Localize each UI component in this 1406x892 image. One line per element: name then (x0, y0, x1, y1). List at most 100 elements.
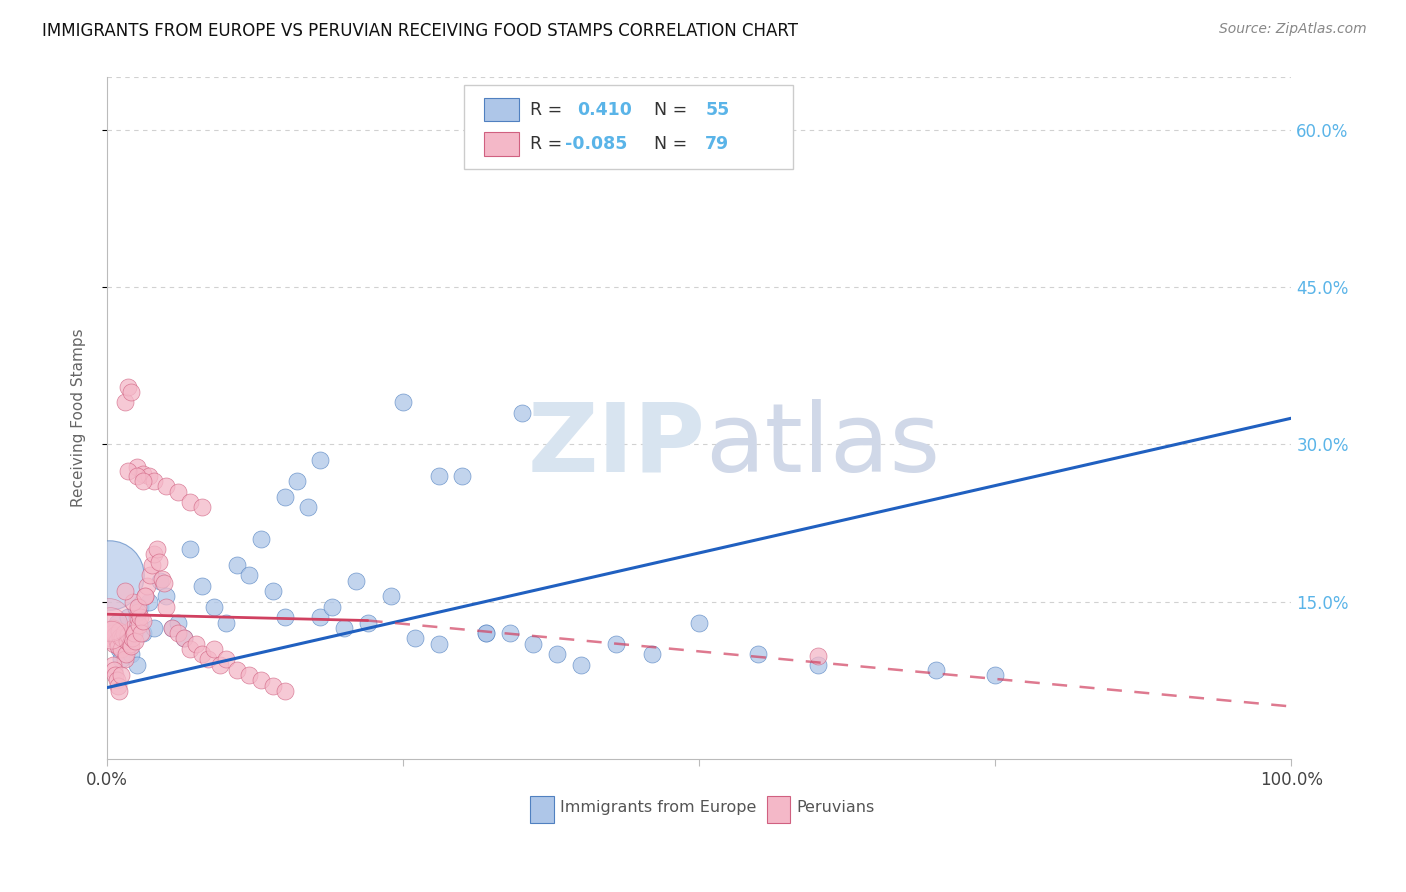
Point (155, 599, 177, 614)
Point (451, 468, 474, 483)
Point (104, 628, 127, 642)
Point (129, 599, 152, 614)
Point (297, 500, 319, 515)
Point (125, 610, 148, 624)
Point (117, 628, 139, 642)
Text: N =: N = (654, 101, 688, 119)
Point (131, 614, 153, 628)
Point (149, 574, 172, 588)
Point (309, 453, 332, 467)
Point (117, 380, 139, 394)
Point (173, 632, 195, 646)
Point (108, 683, 131, 698)
Point (100, 617, 122, 632)
Point (309, 610, 332, 624)
Point (404, 632, 426, 646)
Point (138, 468, 160, 483)
Text: R =: R = (530, 101, 562, 119)
Point (807, 649, 830, 664)
Point (191, 647, 214, 661)
FancyBboxPatch shape (484, 132, 519, 156)
Point (475, 626, 498, 640)
Text: IMMIGRANTS FROM EUROPE VS PERUVIAN RECEIVING FOOD STAMPS CORRELATION CHART: IMMIGRANTS FROM EUROPE VS PERUVIAN RECEI… (42, 22, 799, 40)
Point (807, 657, 830, 672)
Point (105, 673, 128, 688)
Point (101, 626, 124, 640)
Point (274, 610, 297, 624)
Point (285, 474, 308, 488)
Point (202, 641, 225, 656)
Point (124, 626, 146, 640)
Point (226, 558, 249, 572)
Point (108, 630, 131, 644)
Text: ZIP: ZIP (527, 399, 706, 491)
FancyBboxPatch shape (464, 85, 793, 169)
Point (238, 568, 260, 582)
Point (115, 634, 138, 648)
Point (148, 555, 170, 569)
Point (129, 610, 152, 624)
Point (688, 615, 710, 630)
Text: Peruvians: Peruvians (796, 800, 875, 815)
Point (101, 657, 124, 672)
Point (641, 647, 664, 661)
Point (125, 657, 148, 672)
Point (427, 637, 450, 651)
Point (179, 641, 201, 656)
FancyBboxPatch shape (530, 796, 554, 823)
Point (499, 626, 522, 640)
Point (197, 652, 219, 666)
Point (114, 584, 136, 599)
Point (114, 637, 136, 651)
Point (202, 599, 225, 614)
Point (184, 637, 207, 651)
Point (104, 668, 127, 682)
Point (103, 663, 125, 677)
Point (117, 464, 139, 478)
Point (605, 637, 627, 651)
Point (117, 610, 139, 624)
Point (427, 468, 450, 483)
Point (167, 615, 190, 630)
Point (98, 568, 121, 582)
Point (121, 632, 143, 646)
Point (127, 599, 149, 614)
Point (105, 615, 128, 630)
Point (134, 590, 156, 604)
Point (100, 632, 122, 646)
Point (131, 626, 153, 640)
Point (167, 626, 190, 640)
Point (108, 624, 131, 638)
Point (120, 384, 142, 399)
Point (107, 679, 129, 693)
Point (122, 621, 145, 635)
Point (153, 575, 176, 590)
Point (143, 474, 166, 488)
Text: -0.085: -0.085 (565, 135, 628, 153)
Point (344, 574, 367, 588)
Point (122, 594, 145, 608)
Point (146, 542, 169, 557)
FancyBboxPatch shape (766, 796, 790, 823)
Point (208, 657, 231, 672)
Point (333, 621, 356, 635)
Point (546, 647, 568, 661)
Point (98, 612, 121, 626)
Point (274, 490, 297, 504)
Point (155, 590, 177, 604)
Point (173, 632, 195, 646)
Text: R =: R = (530, 135, 562, 153)
Point (131, 626, 153, 640)
Point (125, 460, 148, 475)
Point (131, 467, 153, 481)
Point (522, 637, 544, 651)
Point (105, 634, 128, 648)
Point (138, 594, 160, 608)
Point (120, 639, 142, 653)
Point (155, 479, 177, 493)
Point (150, 572, 173, 586)
Point (141, 558, 163, 572)
Point (160, 621, 183, 635)
Point (214, 615, 236, 630)
Point (143, 621, 166, 635)
